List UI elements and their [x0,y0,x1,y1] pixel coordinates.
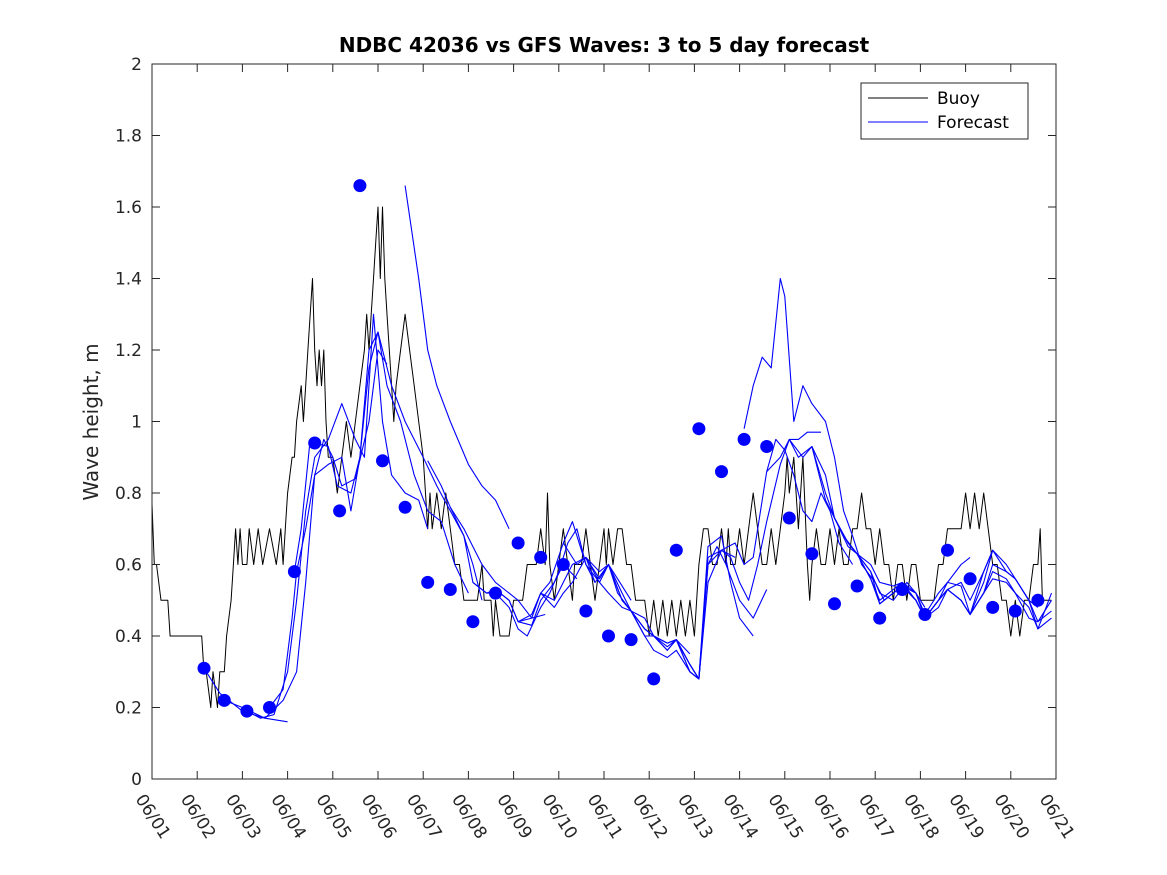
forecast-series-line-16 [630,535,754,680]
forecast-start-marker [466,615,480,629]
forecast-start-marker [624,633,638,647]
marker-layer [197,179,1045,718]
chart-title: NDBC 42036 vs GFS Waves: 3 to 5 day fore… [339,33,870,57]
forecast-start-marker [692,422,706,436]
plot-area [152,64,1056,779]
buoy-series-line [151,206,1052,708]
forecast-start-marker [489,586,502,600]
y-tick-label: 0.8 [115,484,142,504]
forecast-series-line-28 [969,571,1052,623]
y-tick-label: 0.6 [115,556,142,576]
forecast-start-marker [963,572,977,586]
forecast-start-marker [197,661,211,675]
forecast-start-marker [1031,593,1045,607]
forecast-start-marker [421,575,435,589]
forecast-start-marker [737,432,751,446]
y-tick-label: 0.2 [115,699,142,719]
forecast-series-line-29 [1014,578,1052,623]
y-tick-label: 2 [131,55,142,75]
axes-background [152,64,1056,779]
forecast-start-marker [534,550,548,564]
forecast-start-marker [986,600,1000,614]
legend-forecast-label: Forecast [937,113,1009,133]
forecast-start-marker [398,500,412,514]
y-tick-label: 0.4 [115,627,142,647]
forecast-series-line-22 [811,446,971,616]
forecast-start-marker [828,597,841,611]
forecast-start-marker [805,547,819,561]
forecast-start-marker [647,672,661,686]
forecast-start-marker [669,543,683,557]
forecast-start-marker [376,454,389,468]
forecast-start-marker [1008,604,1022,618]
forecast-start-marker [443,583,457,596]
forecast-start-marker [895,583,909,596]
forecast-start-marker [715,465,728,479]
y-tick-label: 1.6 [115,198,142,218]
y-tick-label: 1.2 [115,341,142,361]
forecast-start-marker [333,504,347,518]
forecast-start-marker [873,611,887,625]
forecast-start-marker [941,543,954,557]
forecast-start-marker [760,440,774,453]
forecast-start-marker [287,565,301,579]
legend-box [860,82,1029,140]
y-axis-label: Wave height, m [79,343,103,500]
y-tick-label: 1.4 [115,270,142,290]
forecast-series-line-7 [427,460,546,619]
forecast-start-marker [602,629,615,643]
forecast-series-line-6 [404,185,510,530]
forecast-series-line-18 [675,438,854,680]
y-tick-label: 1.8 [115,127,142,147]
forecast-start-marker [556,558,570,571]
forecast-start-marker [782,511,796,525]
legend: Buoy Forecast [860,82,1029,140]
forecast-start-marker [353,179,367,193]
forecast-start-marker [579,604,593,618]
y-tick-label: 1 [131,413,142,433]
forecast-start-marker [217,693,231,707]
forecast-start-marker [850,579,864,593]
forecast-start-marker [263,701,276,714]
y-ticks: 0 0.2 0.4 0.6 0.8 1 1.2 1.4 1.6 1.8 2 [115,55,1056,790]
forecast-start-marker [918,608,932,621]
forecast-series-line-19 [743,277,885,601]
y-tick-label: 0 [131,770,142,790]
legend-buoy-label: Buoy [937,89,980,109]
forecast-start-marker [308,436,322,450]
forecast-start-marker [511,536,525,550]
forecast-start-marker [240,704,254,718]
forecast-series-line-27 [924,578,1053,630]
forecast-series-line-2 [224,349,388,719]
